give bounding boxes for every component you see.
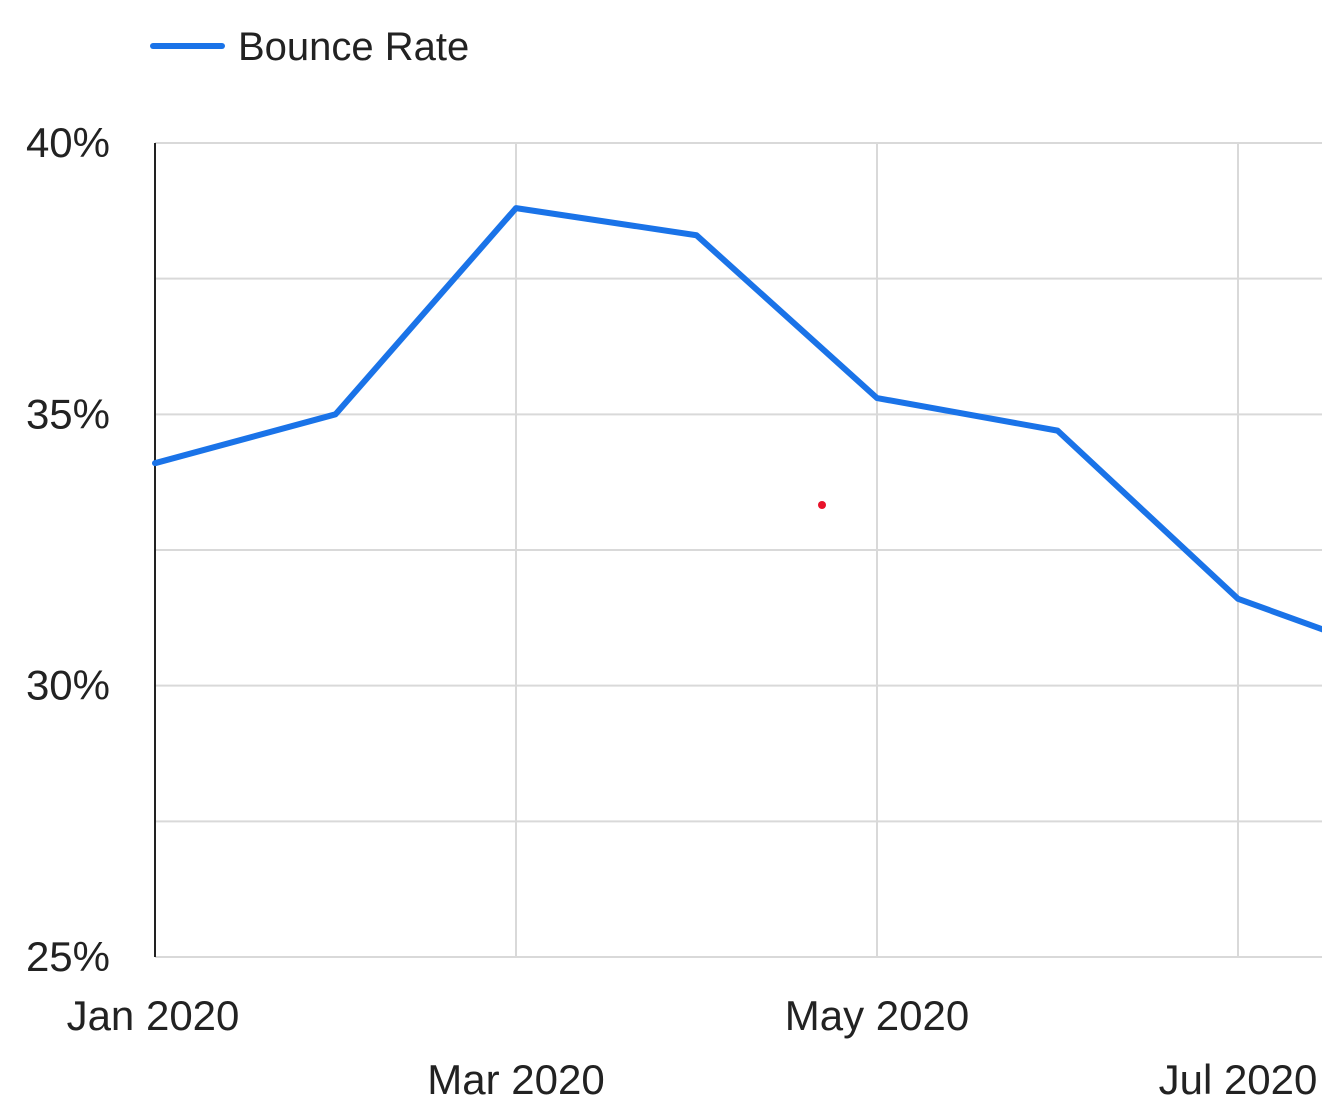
y-tick-label: 30% — [26, 662, 110, 709]
x-tick-label: Jan 2020 — [67, 992, 240, 1039]
label-layer: 40% 35% 30% 25% Jan 2020 Mar 2020 May 2020 Jul … — [26, 119, 1318, 1103]
x-tick-label: Jul 2020 — [1159, 1056, 1318, 1103]
red-marker-dot — [818, 501, 826, 509]
series-layer — [152, 205, 1322, 633]
y-tick-label: 25% — [26, 933, 110, 980]
y-tick-label: 40% — [26, 119, 110, 166]
x-tick-label: Mar 2020 — [427, 1056, 604, 1103]
legend-label-bounce-rate: Bounce Rate — [238, 25, 469, 69]
x-tick-label: May 2020 — [785, 992, 969, 1039]
series-line-bounce-rate — [152, 205, 1322, 633]
grid-layer — [155, 142, 1322, 958]
y-tick-label: 35% — [26, 390, 110, 437]
legend: Bounce Rate — [150, 25, 469, 69]
